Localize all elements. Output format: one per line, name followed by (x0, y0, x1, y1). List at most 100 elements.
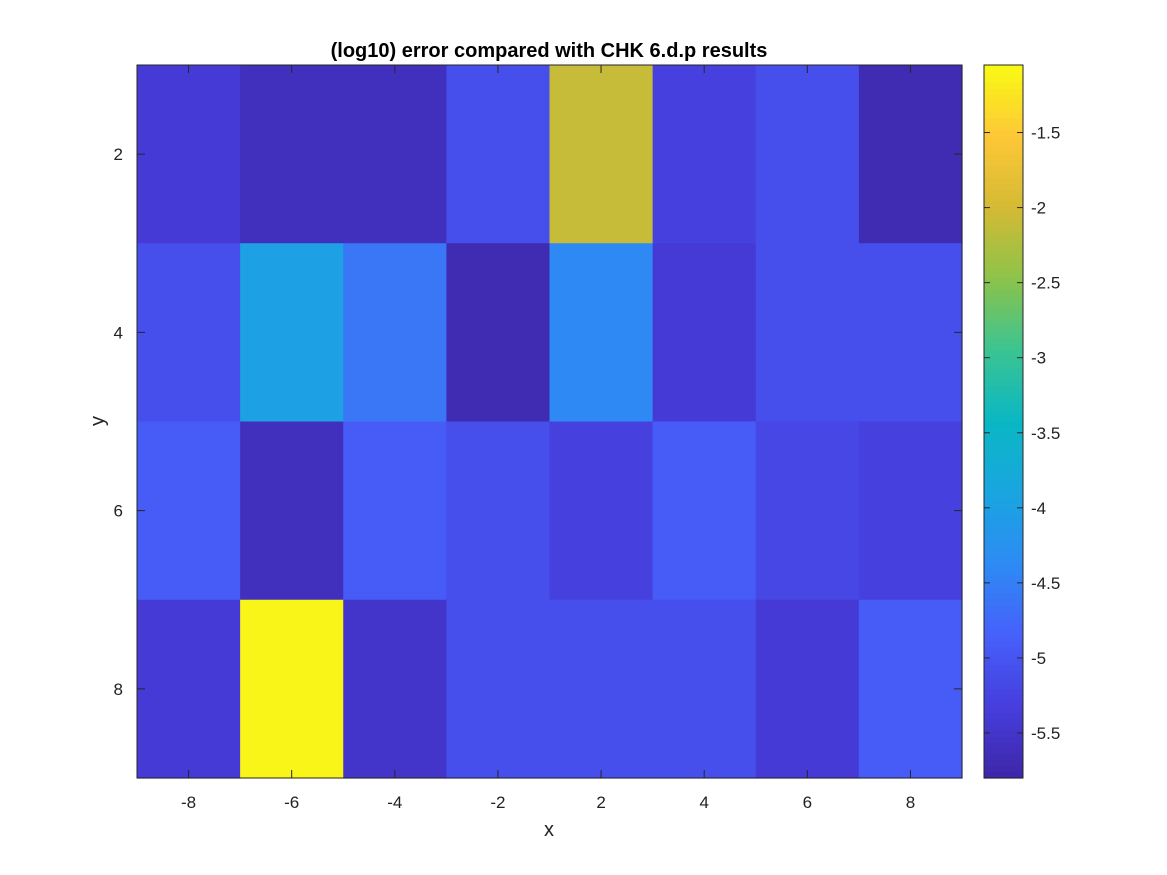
colorbar-segment (984, 82, 1023, 90)
colorbar-segment (984, 492, 1023, 500)
colorbar-segment (984, 421, 1023, 429)
colorbar-segment (984, 659, 1023, 666)
colorbar-segment (984, 445, 1023, 452)
colorbar-segment (984, 320, 1023, 328)
heatmap-cell (343, 65, 447, 244)
heatmap-cell (652, 243, 757, 423)
colorbar-segment (984, 118, 1023, 126)
colorbar-segment (984, 124, 1023, 131)
x-tick-label: 2 (596, 793, 605, 812)
colorbar-segment (984, 766, 1023, 773)
colorbar-segment (984, 112, 1023, 120)
heatmap-cell (652, 599, 757, 779)
colorbar-segment (984, 296, 1023, 304)
colorbar-segment (984, 255, 1023, 262)
colorbar-segment (984, 189, 1023, 197)
y-axis-label: y (87, 416, 109, 426)
heatmap-cell (858, 421, 963, 601)
x-tick-label: 8 (906, 793, 915, 812)
heatmap-cell (343, 599, 447, 779)
colorbar-segment (984, 272, 1023, 280)
colorbar-segment (984, 665, 1023, 672)
colorbar-segment (984, 528, 1023, 535)
colorbar-segment (984, 694, 1023, 702)
heatmap-cell (137, 421, 241, 601)
colorbar-segment (984, 599, 1023, 607)
heatmap-cell (755, 243, 860, 423)
y-tick-label: 6 (114, 502, 123, 521)
colorbar-segment (984, 166, 1023, 173)
plot-frame (136, 64, 963, 779)
colorbar-segment (984, 611, 1023, 619)
colorbar-segment (984, 623, 1023, 631)
colorbar-segment (984, 94, 1023, 102)
colorbar-segment (984, 314, 1023, 322)
colorbar-segment (984, 706, 1023, 714)
heatmap-cell (858, 243, 963, 423)
colorbar-segment (984, 510, 1023, 518)
colorbar: -1.5 -2 -2.5 -3 -3.5 -4 -4.5 -5 -5.5 (983, 64, 1060, 779)
heatmap-cell (755, 421, 860, 601)
colorbar-segment (984, 647, 1023, 654)
colorbar-segment (984, 391, 1023, 399)
colorbar-segment (984, 718, 1023, 726)
y-tick-label: 8 (114, 680, 123, 699)
colorbar-segment (984, 463, 1023, 470)
colorbar-segment (984, 504, 1023, 512)
colorbar-segment (984, 65, 1023, 72)
y-tick-label: 2 (114, 145, 123, 164)
colorbar-segment (984, 486, 1023, 494)
colorbar-segment (984, 237, 1023, 244)
colorbar-tick-label: -2 (1031, 199, 1046, 218)
colorbar-segment (984, 653, 1023, 660)
colorbar-segment (984, 760, 1023, 767)
colorbar-segment (984, 587, 1023, 595)
colorbar-segment (984, 575, 1023, 583)
colorbar-segment (984, 605, 1023, 613)
colorbar-segment (984, 302, 1023, 310)
colorbar-segment (984, 564, 1023, 571)
colorbar-segment (984, 712, 1023, 720)
colorbar-segment (984, 546, 1023, 553)
colorbar-segment (984, 534, 1023, 541)
colorbar-segment (984, 724, 1023, 732)
colorbar-segment (984, 195, 1023, 203)
colorbar-segment (984, 397, 1023, 405)
colorbar-segment (984, 469, 1023, 476)
colorbar-segment (984, 154, 1023, 161)
heatmap-cell (446, 599, 551, 779)
colorbar-segment (984, 570, 1023, 577)
colorbar-segment (984, 671, 1023, 678)
colorbar-segment (984, 558, 1023, 565)
heatmap-cell (137, 65, 241, 244)
heatmap-cell (549, 421, 654, 601)
colorbar-segment (984, 356, 1023, 363)
colorbar-segment (984, 243, 1023, 250)
x-tick-label: 4 (699, 793, 708, 812)
heatmap-cell (240, 599, 344, 779)
colorbar-tick-label: -5.5 (1031, 724, 1060, 743)
y-axis-ticks: 2 4 6 8 (114, 145, 962, 699)
y-tick-label: 4 (114, 323, 123, 342)
heatmap-cell (446, 65, 551, 244)
colorbar-segment (984, 249, 1023, 256)
colorbar-segment (984, 148, 1023, 155)
colorbar-segment (984, 415, 1023, 423)
colorbar-segment (984, 231, 1023, 238)
colorbar-tick-label: -2.5 (1031, 274, 1060, 293)
colorbar-frame (983, 64, 1024, 779)
x-axis-ticks: -8 -6 -4 -2 2 4 6 8 (181, 65, 915, 812)
colorbar-tick-label: -5 (1031, 649, 1046, 668)
colorbar-segment (984, 177, 1023, 185)
colorbar-segment (984, 362, 1023, 369)
heatmap-cell (240, 65, 344, 244)
colorbar-segment (984, 754, 1023, 761)
heatmap-cell (343, 243, 447, 423)
colorbar-segment (984, 772, 1023, 779)
colorbar-segment (984, 225, 1023, 232)
heatmap-cell (240, 243, 344, 423)
colorbar-tick-label: -3 (1031, 349, 1046, 368)
colorbar-segment (984, 498, 1023, 506)
colorbar-segment (984, 290, 1023, 298)
